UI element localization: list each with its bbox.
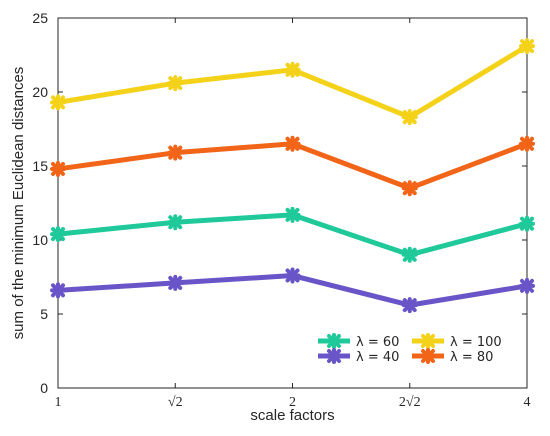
legend-swatch-marker — [420, 333, 436, 349]
legend-label: λ = 60 — [356, 335, 399, 350]
y-tick-label: 10 — [32, 232, 48, 248]
legend-label: λ = 40 — [356, 350, 399, 365]
series-2 — [50, 38, 535, 126]
x-tick-label: 4 — [524, 395, 531, 410]
x-tick-label: 1 — [55, 395, 62, 410]
data-point — [401, 109, 418, 126]
data-point — [50, 226, 66, 243]
data-point — [50, 94, 66, 111]
x-tick-label: √2 — [168, 395, 183, 410]
x-tick-label: 2 — [289, 395, 296, 410]
data-point — [284, 206, 301, 223]
data-point — [401, 180, 418, 197]
series-3 — [50, 135, 535, 197]
data-point — [284, 267, 301, 284]
legend-label: λ = 100 — [450, 335, 502, 350]
data-point — [519, 38, 535, 55]
legend-item: λ = 40 — [318, 348, 399, 365]
data-point — [50, 282, 66, 299]
data-point — [401, 246, 418, 263]
legend-item: λ = 60 — [318, 333, 399, 350]
legend-item: λ = 80 — [412, 348, 493, 365]
legend-swatch-marker — [326, 333, 342, 349]
x-axis-label: scale factors — [250, 407, 334, 424]
data-point — [167, 75, 184, 92]
data-point — [167, 274, 184, 291]
data-point — [519, 135, 535, 152]
data-point — [284, 135, 301, 152]
legend-item: λ = 100 — [412, 333, 502, 350]
series-line — [57, 43, 529, 120]
y-axis-label: sum of the minimum Euclidean distances — [10, 67, 27, 340]
data-point — [401, 297, 418, 314]
y-tick-label: 5 — [40, 306, 48, 322]
y-tick-label: 25 — [32, 10, 48, 26]
data-point — [50, 160, 66, 177]
data-point — [284, 61, 301, 78]
x-tick-label: 2√2 — [399, 395, 421, 410]
series-1 — [50, 267, 535, 314]
y-tick-label: 20 — [32, 84, 48, 100]
data-point — [519, 215, 535, 232]
y-tick-label: 0 — [40, 380, 48, 396]
y-tick-label: 15 — [32, 158, 48, 174]
series-0 — [50, 206, 535, 263]
legend-swatch-marker — [326, 348, 342, 364]
data-point — [167, 214, 184, 231]
legend-label: λ = 80 — [450, 350, 493, 365]
data-point — [167, 144, 184, 161]
legend-swatch-marker — [420, 348, 436, 364]
data-point — [519, 277, 535, 294]
